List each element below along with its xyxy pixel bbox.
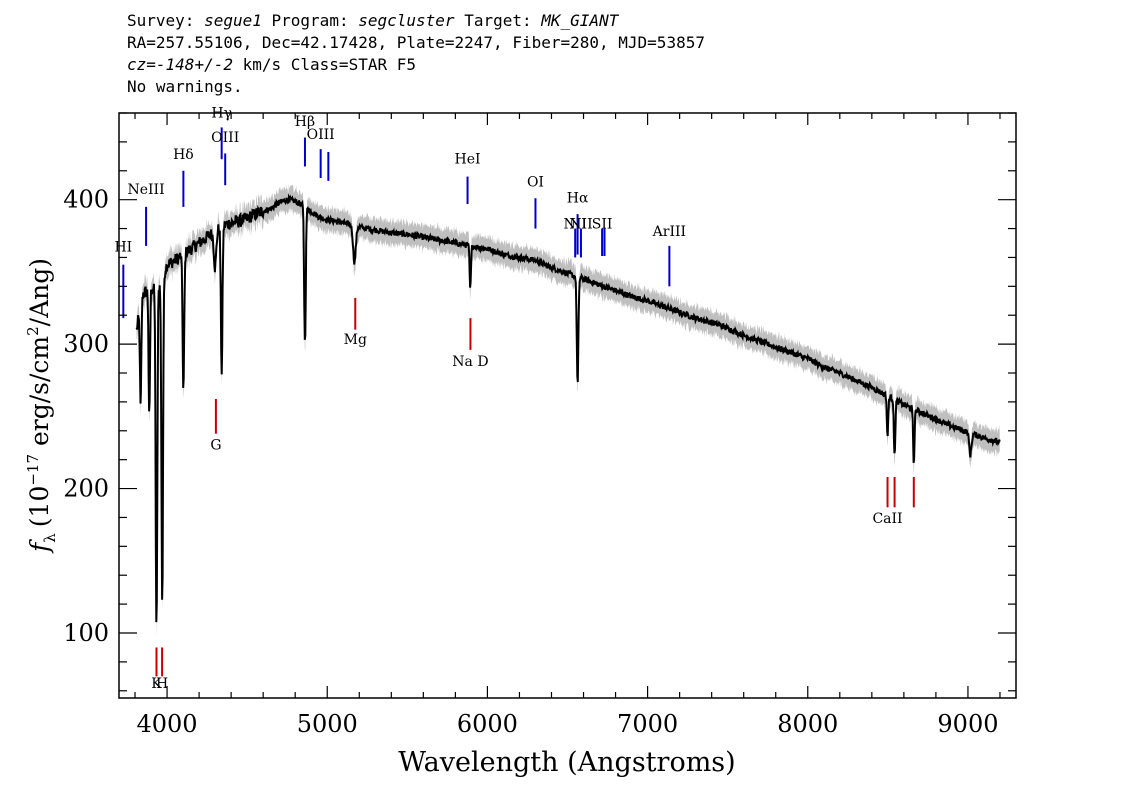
x-tick-label: 8000 (777, 710, 838, 738)
header-line-coordinates: RA=257.55106, Dec=42.17428, Plate=2247, … (127, 33, 705, 52)
survey-label: Survey: (127, 11, 195, 30)
emission-line-label: OIII (211, 130, 239, 146)
emission-line-label: Hβ (295, 114, 315, 130)
absorption-line-label: CaII (872, 511, 902, 527)
emission-line-label: ArIII (652, 224, 686, 240)
header-line-redshift: cz=-148+/-2 km/s Class=STAR F5 (127, 54, 705, 76)
emission-line-label: NeIII (127, 182, 164, 198)
error-band (136, 183, 1000, 637)
survey-value: segue1 (204, 11, 262, 30)
emission-line-label: OIII (307, 127, 335, 143)
target-value: MK_GIANT (541, 11, 619, 30)
x-tick-label: 6000 (457, 710, 518, 738)
emission-line-label: OI (527, 175, 544, 191)
y-tick-label: 100 (63, 619, 109, 647)
flux-series-line (135, 193, 1001, 623)
x-tick-label: 5000 (297, 710, 358, 738)
target-label: Target: (464, 11, 532, 30)
x-tick-label: 9000 (937, 710, 998, 738)
y-label-open: (10 (25, 486, 54, 528)
y-label-f: f (25, 539, 54, 554)
absorption-line-label: G (210, 438, 221, 454)
flux-layer (135, 193, 1001, 623)
absorption-line-label: K (151, 676, 162, 692)
x-tick-label: 7000 (617, 710, 678, 738)
y-label-exp2: 2 (24, 326, 42, 336)
axis-ticks-layer: 4000 5000 6000 7000 8000 9000 100 200 300 400 (63, 112, 1016, 738)
cz-value: -148+/-2 (155, 55, 233, 74)
program-value: segcluster (358, 11, 455, 30)
emission-line-label: HeI (455, 152, 481, 168)
emission-line-label: Hα (567, 191, 589, 207)
header-line-warnings: No warnings. (127, 77, 243, 96)
spectrum-header: Survey: segue1 Program: segcluster Targe… (127, 10, 705, 98)
x-axis-label: Wavelength (Angstroms) (398, 747, 735, 778)
x-tick-label: 4000 (137, 710, 198, 738)
absorption-line-label: Na D (452, 354, 488, 370)
y-tick-label: 200 (63, 475, 109, 503)
plot-frame (118, 112, 1017, 699)
y-axis-label: fλ (10−17 erg/s/cm2/Ang) (24, 258, 59, 554)
y-label-lambda: λ (41, 533, 59, 543)
emission-line-label: Hδ (173, 147, 194, 163)
emission-line-label: HI (114, 240, 132, 256)
header-line-survey: Survey: segue1 Program: segcluster Targe… (127, 10, 705, 32)
error-band-layer (136, 183, 1000, 637)
y-tick-label: 400 (63, 186, 109, 214)
class-text: km/s Class=STAR F5 (232, 55, 416, 74)
program-label: Program: (271, 11, 349, 30)
y-tick-label: 300 (63, 330, 109, 358)
emission-line-label: SII (592, 217, 613, 233)
absorption-line-label: Mg (344, 332, 367, 348)
y-label-close: /Ang) (25, 258, 54, 326)
absorption-line-label: H (156, 676, 168, 692)
y-label-exp1: −17 (24, 454, 42, 486)
y-label-mid: erg/s/cm (25, 336, 54, 454)
emission-line-label: NII (569, 217, 592, 233)
cz-label: cz= (127, 55, 156, 74)
